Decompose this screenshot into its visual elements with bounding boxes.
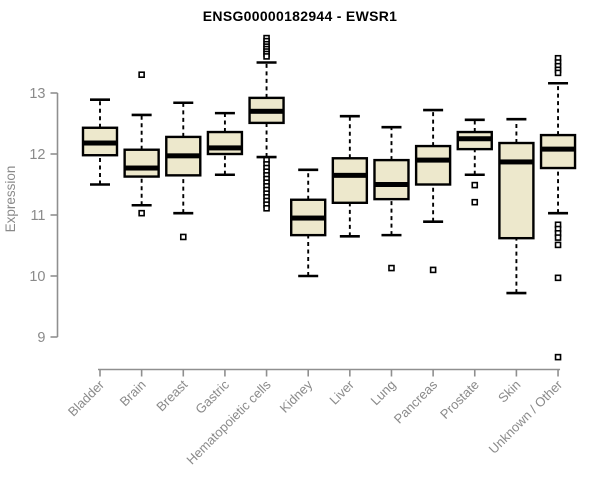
boxplot-breast	[165, 101, 202, 241]
x-category-label: Prostate	[437, 377, 482, 422]
outlier-point	[429, 266, 437, 274]
median-line	[207, 145, 242, 151]
boxplot-unknown-other	[539, 54, 577, 361]
outlier-point	[554, 69, 562, 77]
outlier-point	[138, 71, 145, 78]
boxplot-liver	[331, 114, 369, 238]
iqr-box	[331, 157, 369, 205]
median-line	[332, 172, 367, 178]
x-category-label: Kidney	[277, 377, 316, 416]
median-line	[457, 136, 492, 142]
outlier-point	[388, 264, 395, 272]
outlier-point	[554, 353, 562, 361]
median-line	[83, 140, 117, 146]
y-tick-label: 10	[29, 269, 45, 285]
x-category-label: Pancreas	[391, 377, 441, 427]
iqr-box	[373, 158, 410, 201]
iqr-box	[414, 144, 452, 186]
x-category-label: Lung	[368, 377, 399, 408]
x-category-label: Skin	[495, 377, 523, 405]
median-line	[541, 146, 576, 152]
boxplot-prostate	[456, 118, 493, 206]
boxplot-gastric	[206, 111, 244, 177]
iqr-box	[123, 148, 160, 178]
outlier-point	[554, 274, 562, 282]
median-line	[499, 159, 534, 165]
y-tick-label: 11	[30, 208, 45, 224]
boxplot-brain	[123, 71, 160, 217]
boxplot-hematopoietic-cells	[248, 34, 285, 212]
boxplot-bladder	[81, 98, 119, 186]
x-category-label: Unknown / Other	[486, 377, 566, 457]
outlier-point	[138, 209, 145, 217]
median-line	[166, 153, 201, 159]
boxplot-lung	[373, 125, 410, 272]
median-line	[124, 165, 159, 171]
median-line	[249, 108, 284, 114]
outlier-point	[471, 181, 479, 189]
outlier-point	[554, 234, 562, 241]
x-category-label: Brain	[117, 377, 149, 409]
iqr-box	[498, 141, 535, 240]
outlier-point	[471, 198, 479, 206]
boxes-layer	[81, 34, 577, 361]
outlier-point	[554, 241, 562, 249]
median-line	[416, 157, 451, 163]
iqr-box	[206, 130, 244, 156]
boxplot-kidney	[290, 168, 327, 278]
boxplot-skin	[498, 117, 535, 295]
boxplot-pancreas	[414, 108, 452, 274]
x-category-label: Breast	[153, 377, 190, 414]
outlier-point	[263, 204, 270, 212]
outlier-point	[179, 233, 187, 241]
y-axis-title: Expression	[3, 166, 18, 233]
x-category-label: Gastric	[192, 377, 232, 417]
outlier-point	[263, 53, 270, 60]
x-category-label: Liver	[326, 377, 357, 408]
median-line	[291, 215, 326, 221]
y-tick-label: 9	[37, 330, 45, 346]
y-tick-label: 12	[29, 147, 45, 163]
median-line	[374, 182, 409, 187]
x-category-label: Bladder	[65, 377, 108, 420]
y-tick-label: 13	[29, 86, 45, 102]
chart-title: ENSG00000182944 - EWSR1	[202, 8, 398, 24]
